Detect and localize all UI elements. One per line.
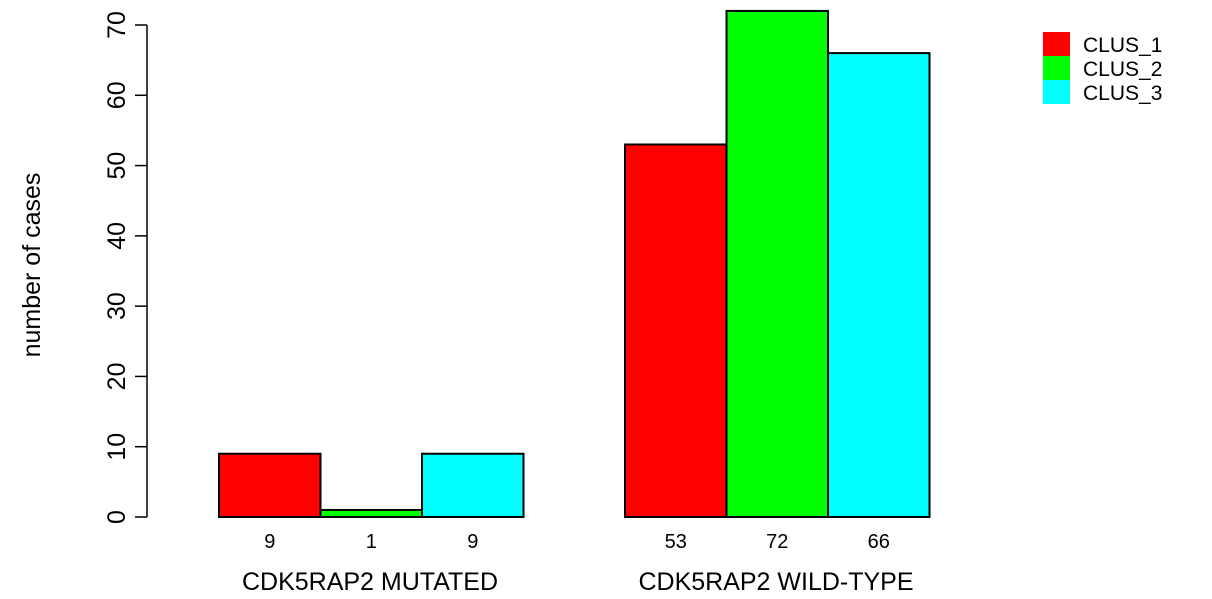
bar-value-label: 53 <box>665 531 687 553</box>
legend-label: CLUS_2 <box>1083 58 1162 81</box>
bar-clus-1 <box>218 452 322 518</box>
bars <box>218 9 931 519</box>
category-label: CDK5RAP2 MUTATED <box>242 568 498 596</box>
bar-clus-3 <box>421 452 525 518</box>
legend-label: CLUS_1 <box>1083 34 1162 57</box>
y-tick-label: 10 <box>103 433 131 461</box>
bar-clus-2 <box>319 508 423 519</box>
bar-value-label: 9 <box>467 531 478 553</box>
bar-value-label: 72 <box>766 531 788 553</box>
value-labels: 9 1 9 53 72 66 <box>264 531 890 553</box>
legend-swatch <box>1043 80 1070 104</box>
y-tick-label: 50 <box>103 152 131 180</box>
legend-label: CLUS_3 <box>1083 82 1162 105</box>
y-tick-label: 40 <box>103 222 131 250</box>
bar-value-label: 9 <box>264 531 275 553</box>
y-axis: 0 10 20 30 40 50 60 70 <box>103 11 148 524</box>
y-tick-label: 30 <box>103 292 131 320</box>
bar-clus-2 <box>725 9 829 518</box>
y-tick-label: 60 <box>103 81 131 109</box>
category-labels: CDK5RAP2 MUTATED CDK5RAP2 WILD-TYPE <box>242 568 914 596</box>
legend-swatch <box>1043 56 1070 80</box>
bar-clus-1 <box>624 143 728 518</box>
y-tick-label: 20 <box>103 363 131 391</box>
y-tick-label: 70 <box>103 11 131 39</box>
bar-clus-3 <box>827 52 931 518</box>
bar-value-label: 66 <box>868 531 890 553</box>
category-label: CDK5RAP2 WILD-TYPE <box>638 568 913 596</box>
y-axis-label: number of cases <box>18 173 46 358</box>
legend-swatch <box>1043 32 1070 56</box>
bar-value-label: 1 <box>366 531 377 553</box>
y-tick-label: 0 <box>103 510 131 524</box>
